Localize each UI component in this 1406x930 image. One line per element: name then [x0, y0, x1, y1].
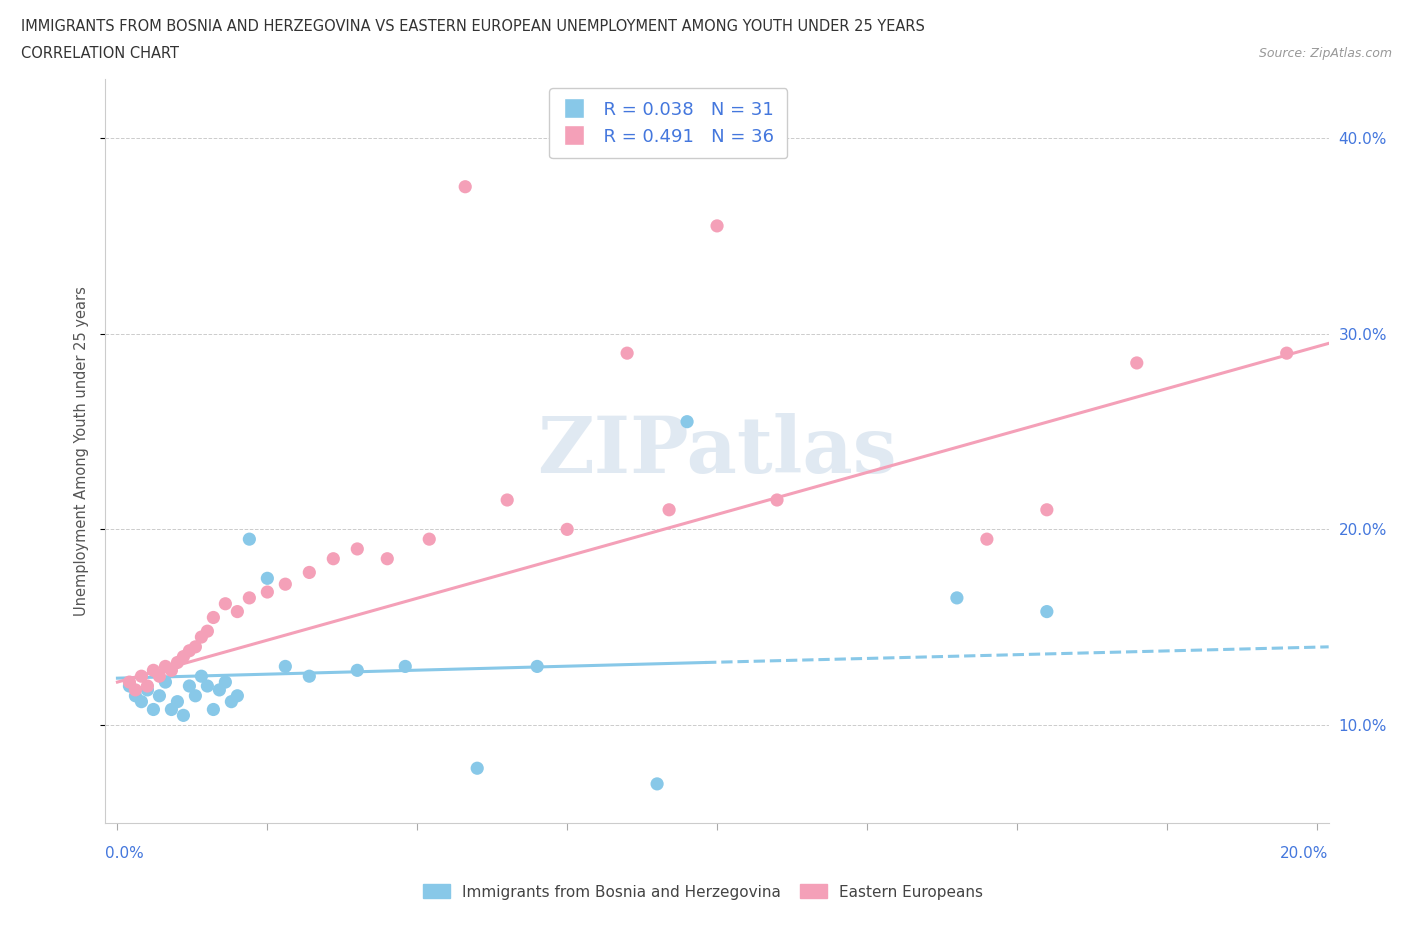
Point — [166, 655, 188, 670]
Point — [496, 493, 519, 508]
Point — [256, 571, 278, 586]
Point — [190, 630, 212, 644]
Point — [976, 532, 998, 547]
Point — [179, 644, 201, 658]
Legend: Immigrants from Bosnia and Herzegovina, Eastern Europeans: Immigrants from Bosnia and Herzegovina, … — [416, 878, 990, 906]
Point — [465, 761, 488, 776]
Point — [190, 669, 212, 684]
Point — [214, 674, 236, 689]
Point — [148, 669, 170, 684]
Point — [124, 683, 146, 698]
Point — [195, 624, 219, 639]
Point — [142, 702, 165, 717]
Point — [766, 493, 789, 508]
Point — [238, 532, 260, 547]
Text: CORRELATION CHART: CORRELATION CHART — [21, 46, 179, 61]
Point — [658, 502, 681, 517]
Point — [160, 702, 183, 717]
Point — [706, 219, 728, 233]
Point — [179, 679, 201, 694]
Point — [184, 640, 207, 655]
Point — [166, 694, 188, 709]
Point — [616, 346, 638, 361]
Point — [148, 688, 170, 703]
Point — [418, 532, 440, 547]
Point — [555, 522, 578, 537]
Point — [136, 679, 159, 694]
Point — [1036, 502, 1059, 517]
Point — [1036, 604, 1059, 619]
Point — [155, 659, 177, 674]
Text: ZIPatlas: ZIPatlas — [537, 413, 897, 489]
Point — [136, 683, 159, 698]
Point — [238, 591, 260, 605]
Point — [1126, 355, 1149, 370]
Point — [346, 541, 368, 556]
Legend:   R = 0.038   N = 31,   R = 0.491   N = 36: R = 0.038 N = 31, R = 0.491 N = 36 — [550, 88, 787, 158]
Point — [676, 414, 699, 429]
Text: Source: ZipAtlas.com: Source: ZipAtlas.com — [1258, 46, 1392, 60]
Point — [946, 591, 969, 605]
Text: IMMIGRANTS FROM BOSNIA AND HERZEGOVINA VS EASTERN EUROPEAN UNEMPLOYMENT AMONG YO: IMMIGRANTS FROM BOSNIA AND HERZEGOVINA V… — [21, 19, 925, 33]
Point — [226, 688, 249, 703]
Point — [172, 708, 194, 723]
Point — [322, 551, 344, 566]
Point — [346, 663, 368, 678]
Point — [208, 683, 231, 698]
Point — [160, 663, 183, 678]
Point — [645, 777, 668, 791]
Point — [195, 679, 219, 694]
Point — [131, 694, 153, 709]
Y-axis label: Unemployment Among Youth under 25 years: Unemployment Among Youth under 25 years — [75, 286, 90, 616]
Point — [1275, 346, 1298, 361]
Point — [375, 551, 398, 566]
Point — [256, 585, 278, 600]
Point — [226, 604, 249, 619]
Point — [118, 674, 141, 689]
Point — [184, 688, 207, 703]
Point — [155, 674, 177, 689]
Point — [172, 649, 194, 664]
Point — [131, 669, 153, 684]
Text: 0.0%: 0.0% — [105, 846, 145, 861]
Point — [221, 694, 243, 709]
Point — [298, 669, 321, 684]
Point — [274, 577, 297, 591]
Point — [454, 179, 477, 194]
Point — [118, 679, 141, 694]
Point — [202, 702, 225, 717]
Point — [394, 659, 416, 674]
Point — [142, 663, 165, 678]
Point — [526, 659, 548, 674]
Point — [298, 565, 321, 580]
Text: 20.0%: 20.0% — [1281, 846, 1329, 861]
Point — [124, 688, 146, 703]
Point — [214, 596, 236, 611]
Point — [202, 610, 225, 625]
Point — [274, 659, 297, 674]
